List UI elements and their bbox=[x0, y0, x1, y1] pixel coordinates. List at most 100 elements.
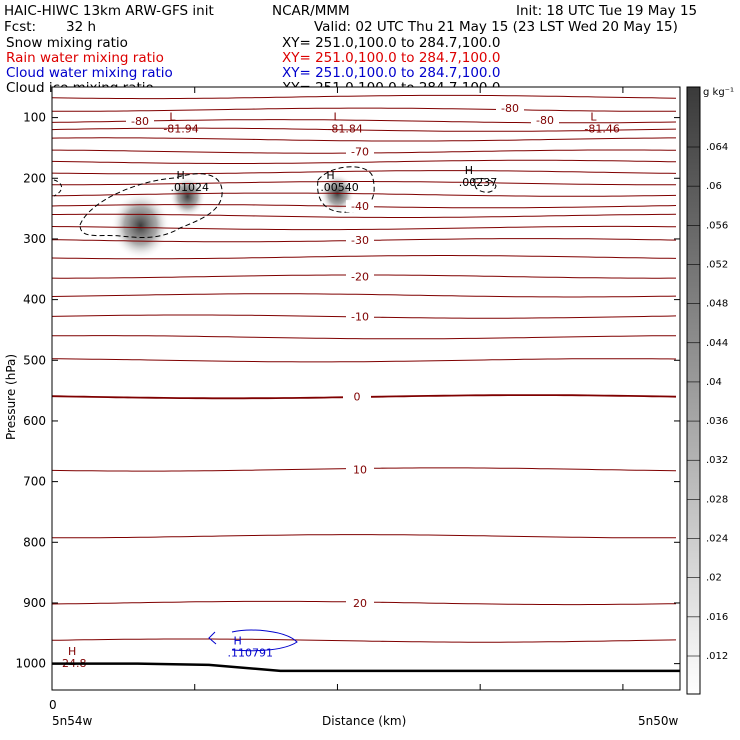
extremum-marker: H bbox=[465, 164, 473, 177]
y-tick-label: 1000 bbox=[15, 657, 46, 671]
snow-contour-edge bbox=[53, 179, 62, 197]
isotherm bbox=[52, 181, 676, 186]
isotherm bbox=[52, 358, 677, 363]
isotherm bbox=[51, 94, 677, 100]
isotherm-label: -10 bbox=[351, 311, 369, 324]
valid-time: Valid: 02 UTC Thu 21 May 15 (23 LST Wed … bbox=[314, 19, 678, 35]
isotherm bbox=[52, 107, 676, 112]
field-name: Snow mixing ratio bbox=[6, 35, 128, 51]
isotherm-label-bg bbox=[346, 234, 374, 247]
extrema-labels: L-81.94L-81.84L-81.46H.01024H.00540H.002… bbox=[62, 111, 620, 671]
isotherm-label-bg bbox=[343, 390, 371, 403]
field-xy: XY= 251.0,100.0 to 284.7,100.0 bbox=[282, 65, 500, 81]
mixing-ratio-blob bbox=[111, 191, 170, 260]
colorbar-tick-label: .024 bbox=[706, 534, 728, 545]
plot-area bbox=[52, 87, 680, 690]
isotherm-label-bg bbox=[346, 463, 374, 476]
x-axis bbox=[51, 87, 624, 690]
model-title: HAIC-HIWC 13km ARW-GFS init bbox=[4, 3, 214, 19]
field-name: Rain water mixing ratio bbox=[6, 50, 164, 66]
y-tick-label: 700 bbox=[23, 475, 46, 489]
isotherm bbox=[52, 335, 676, 340]
isotherm-label: 10 bbox=[353, 463, 367, 476]
extremum-value: .110791 bbox=[228, 647, 274, 660]
extremum-value: .00237 bbox=[459, 176, 498, 189]
extremum-marker: H bbox=[326, 169, 334, 182]
isotherm-label-bg bbox=[346, 270, 374, 283]
isotherm-label: -80 bbox=[131, 115, 149, 128]
isotherm-label: 20 bbox=[353, 597, 367, 610]
colorbar-tick-label: .064 bbox=[706, 142, 728, 153]
y-axis-label: Pressure (hPa) bbox=[4, 354, 18, 440]
isotherm bbox=[51, 159, 677, 164]
isotherm-label: 0 bbox=[354, 391, 361, 404]
isotherm-label: -80 bbox=[536, 114, 554, 127]
extremum-value: .01024 bbox=[170, 181, 209, 194]
isotherm-label: -30 bbox=[351, 234, 369, 247]
colorbar-tick-label: .056 bbox=[706, 220, 728, 231]
org-label: NCAR/MMM bbox=[272, 3, 350, 19]
colorbar-tick-label: .052 bbox=[706, 259, 728, 270]
isotherm bbox=[51, 137, 676, 142]
colorbar-tick-label: .012 bbox=[706, 651, 728, 662]
snow-contour-right bbox=[472, 177, 497, 193]
colorbar-tick-label: .044 bbox=[706, 338, 728, 349]
x-zero-label: 0 bbox=[49, 698, 57, 712]
terrain-line bbox=[52, 662, 680, 673]
init-time: Init: 18 UTC Tue 19 May 15 bbox=[516, 3, 697, 19]
isotherm-label-bg bbox=[346, 200, 374, 213]
colorbar-tick-label: .036 bbox=[706, 416, 728, 427]
x-left-label: 5n54w bbox=[52, 714, 93, 728]
isotherm bbox=[51, 127, 677, 132]
y-tick-label: 400 bbox=[23, 293, 46, 307]
isotherm-label-bg bbox=[346, 310, 374, 323]
isotherm bbox=[51, 293, 677, 298]
isotherm-label: -40 bbox=[351, 200, 369, 213]
colorbar-tick-label: .048 bbox=[706, 299, 728, 310]
x-axis-label: Distance (km) bbox=[322, 714, 406, 728]
x-right-label: 5n50w bbox=[638, 714, 679, 728]
extremum-marker: L bbox=[169, 111, 176, 124]
isotherm bbox=[51, 638, 677, 643]
isotherm-label: -20 bbox=[351, 271, 369, 284]
colorbar-tick-label: .02 bbox=[706, 573, 722, 584]
y-tick-label: 200 bbox=[23, 171, 46, 185]
colorbar-tick-label: .04 bbox=[706, 377, 722, 388]
extremum-value: -81.94 bbox=[163, 123, 198, 136]
isotherm-label: -80 bbox=[501, 102, 519, 115]
extremum-value: -81.46 bbox=[584, 123, 619, 136]
extremum-value: -81.84 bbox=[327, 123, 362, 136]
isotherm-label-bg bbox=[346, 145, 374, 158]
isotherm-label-bg bbox=[346, 596, 374, 609]
colorbar-tick-label: .028 bbox=[706, 494, 728, 505]
fcst-label: Fcst: bbox=[4, 19, 36, 35]
y-tick-label: 100 bbox=[23, 111, 46, 125]
field-xy: XY= 251.0,100.0 to 284.7,100.0 bbox=[282, 35, 500, 51]
isotherm bbox=[51, 225, 676, 231]
field-xy: XY= 251.0,100.0 to 284.7,100.0 bbox=[282, 50, 500, 66]
isotherm bbox=[51, 255, 677, 260]
isotherm bbox=[52, 213, 677, 218]
extremum-value: .00540 bbox=[320, 181, 359, 194]
y-tick-label: 500 bbox=[23, 353, 46, 367]
y-tick-label: 300 bbox=[23, 232, 46, 246]
shaded-field bbox=[111, 173, 355, 260]
snow-contour-left bbox=[79, 173, 223, 239]
colorbar-unit: g kg⁻¹ bbox=[703, 87, 734, 98]
snow-contour-mid bbox=[317, 166, 375, 213]
mixing-ratio-blob bbox=[169, 176, 206, 217]
y-tick-label: 800 bbox=[23, 535, 46, 549]
extremum-marker: H bbox=[68, 645, 76, 658]
extremum-marker: L bbox=[333, 111, 340, 124]
colorbar-tick-label: .016 bbox=[706, 612, 728, 623]
extremum-marker: H bbox=[176, 169, 184, 182]
isotherm bbox=[52, 534, 676, 539]
isotherm-label: -70 bbox=[351, 146, 369, 159]
colorbar bbox=[686, 86, 701, 695]
field-name: Cloud water mixing ratio bbox=[6, 65, 173, 81]
y-tick-label: 900 bbox=[23, 596, 46, 610]
contour-labels: -80 -70 -40 -30 -20 -10 0 10 20 -80 -80 bbox=[126, 102, 559, 610]
cloud-water-contour bbox=[208, 629, 298, 652]
colorbar-tick-label: .06 bbox=[706, 181, 722, 192]
